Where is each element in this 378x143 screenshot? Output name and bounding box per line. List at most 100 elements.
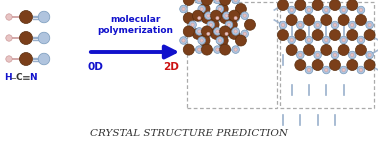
Circle shape [321,14,332,25]
Circle shape [38,11,50,23]
Circle shape [245,19,256,30]
Circle shape [200,7,203,11]
Circle shape [201,13,212,24]
Circle shape [321,44,332,55]
Circle shape [198,30,201,33]
Circle shape [342,38,345,42]
Circle shape [347,0,358,10]
Circle shape [314,21,321,29]
Circle shape [183,44,194,55]
Circle shape [295,29,306,40]
Circle shape [225,21,233,29]
Circle shape [322,66,330,74]
Circle shape [232,46,239,53]
Circle shape [351,53,354,57]
Circle shape [333,23,336,27]
Text: 0D: 0D [88,62,104,72]
Circle shape [223,30,230,38]
Circle shape [235,35,246,46]
Circle shape [305,36,313,44]
Circle shape [6,56,12,62]
Circle shape [183,13,194,24]
Circle shape [216,30,219,33]
Circle shape [217,3,228,14]
Circle shape [347,29,358,40]
Circle shape [331,21,339,29]
Circle shape [340,66,347,74]
Circle shape [316,53,319,57]
Circle shape [281,23,285,27]
Circle shape [214,28,221,35]
Circle shape [342,8,345,12]
Circle shape [295,59,306,70]
Circle shape [191,23,194,26]
Circle shape [368,23,371,27]
Circle shape [232,14,239,22]
Circle shape [198,16,201,20]
Circle shape [216,5,224,13]
Circle shape [368,53,371,57]
Circle shape [216,0,219,2]
Circle shape [201,0,212,5]
Circle shape [325,68,328,72]
Circle shape [198,0,201,2]
Circle shape [296,51,304,59]
Circle shape [290,38,293,42]
Circle shape [322,6,330,14]
Circle shape [305,6,313,14]
Circle shape [234,16,237,20]
Circle shape [198,5,206,13]
Circle shape [216,48,219,51]
Bar [187,2,277,108]
Circle shape [192,28,203,39]
Circle shape [195,0,203,4]
Circle shape [241,12,248,19]
Circle shape [198,37,206,44]
Circle shape [325,38,328,42]
Circle shape [243,14,246,17]
Circle shape [220,26,231,37]
Circle shape [288,6,296,14]
Circle shape [214,46,221,53]
Circle shape [322,36,330,44]
Circle shape [204,12,212,19]
Circle shape [207,21,215,29]
Circle shape [241,30,248,38]
Circle shape [312,59,323,70]
Circle shape [359,38,363,42]
Circle shape [307,68,311,72]
Circle shape [227,23,231,26]
Circle shape [38,53,50,65]
Bar [280,2,374,108]
Circle shape [207,32,210,35]
Text: C: C [16,74,23,83]
Circle shape [232,28,239,35]
Circle shape [195,14,203,22]
Circle shape [364,59,375,70]
Circle shape [182,7,185,11]
Circle shape [340,6,347,14]
Text: ≡: ≡ [22,73,31,83]
Circle shape [312,0,323,10]
Circle shape [195,28,203,35]
Circle shape [229,10,240,21]
Circle shape [200,39,203,42]
Circle shape [199,3,210,14]
Circle shape [234,30,237,33]
Circle shape [201,44,212,55]
Circle shape [225,32,228,35]
Circle shape [6,14,12,20]
Circle shape [305,66,313,74]
Circle shape [6,35,12,41]
Circle shape [347,59,358,70]
Circle shape [195,46,203,53]
Circle shape [211,28,222,39]
Circle shape [232,0,239,4]
Circle shape [199,35,210,46]
Circle shape [355,44,366,55]
Circle shape [180,5,187,13]
Circle shape [182,39,185,42]
Circle shape [330,0,341,10]
Text: N: N [29,74,37,83]
Circle shape [183,0,194,5]
